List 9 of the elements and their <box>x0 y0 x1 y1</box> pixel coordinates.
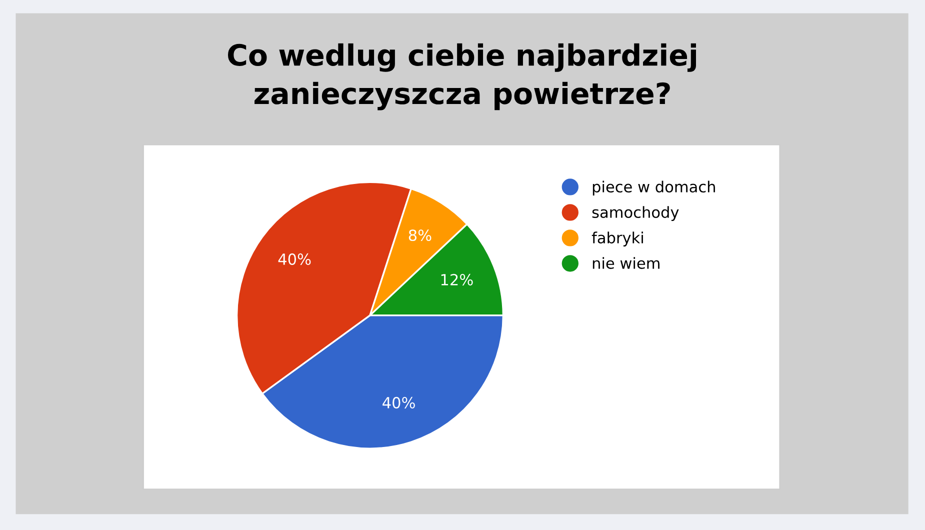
chart-title: Co wedlug ciebie najbardziej zanieczyszcza powietrze? <box>228 43 696 110</box>
legend-label: samochody <box>592 206 679 221</box>
data-label: 40% <box>382 396 415 408</box>
data-label: 8% <box>408 230 432 242</box>
legend-label: piece w domach <box>592 180 715 196</box>
data-label: 12% <box>441 274 473 286</box>
legend-label: nie wiem <box>592 257 660 269</box>
legend-label: fabryki <box>592 232 643 246</box>
data-label: 40% <box>278 253 311 265</box>
